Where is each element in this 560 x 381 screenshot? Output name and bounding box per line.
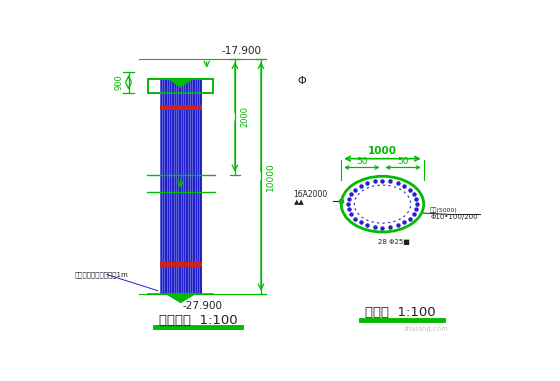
Text: 10000: 10000 bbox=[266, 162, 275, 190]
Bar bbox=[148, 80, 213, 93]
Polygon shape bbox=[170, 80, 192, 87]
Text: 桩底必须嵌低入中风低1m: 桩底必须嵌低入中风低1m bbox=[74, 271, 128, 278]
Text: 16Ά2000: 16Ά2000 bbox=[293, 190, 328, 199]
Polygon shape bbox=[166, 294, 195, 303]
Bar bbox=[160, 262, 202, 267]
Circle shape bbox=[341, 176, 424, 232]
Bar bbox=[160, 105, 202, 110]
Circle shape bbox=[354, 185, 410, 223]
Text: 桩截面  1:100: 桩截面 1:100 bbox=[365, 306, 435, 319]
Text: Φ: Φ bbox=[298, 76, 306, 86]
Text: Φ10•100/200: Φ10•100/200 bbox=[430, 214, 478, 220]
Text: ▲▲: ▲▲ bbox=[293, 199, 304, 205]
Text: zhulong.com: zhulong.com bbox=[403, 326, 449, 332]
Text: 28 Φ25■: 28 Φ25■ bbox=[378, 239, 410, 245]
Text: -17.900: -17.900 bbox=[222, 46, 262, 56]
Text: 桩立面图  1:100: 桩立面图 1:100 bbox=[158, 314, 237, 327]
Text: 50: 50 bbox=[356, 157, 367, 166]
Text: 严格(5000): 严格(5000) bbox=[430, 207, 458, 213]
Text: 900: 900 bbox=[114, 75, 123, 90]
Text: 1000: 1000 bbox=[368, 146, 397, 156]
Text: 2000: 2000 bbox=[240, 106, 249, 127]
Bar bbox=[160, 80, 202, 93]
Text: 50: 50 bbox=[398, 157, 409, 166]
Bar bbox=[160, 93, 202, 294]
Text: -27.900: -27.900 bbox=[183, 301, 223, 311]
